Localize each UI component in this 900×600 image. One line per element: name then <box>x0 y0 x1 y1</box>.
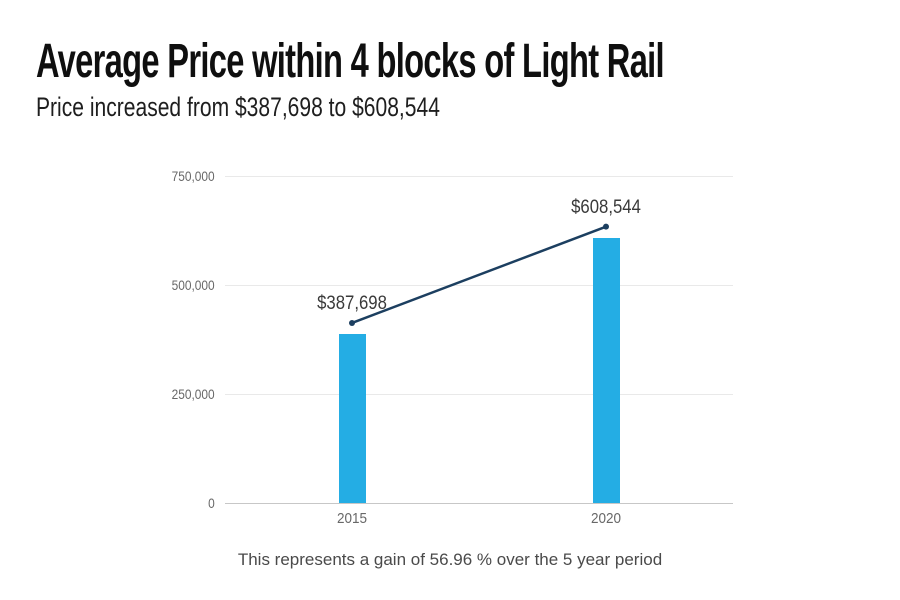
chart-subtitle: Price increased from $387,698 to $608,54… <box>36 92 440 122</box>
y-tick-label-750000: 750,000 <box>171 168 215 184</box>
x-tick-label-2020: 2020 <box>590 510 622 527</box>
footer-note: This represents a gain of 56.96 % over t… <box>237 550 663 569</box>
gridline-500000 <box>225 285 733 286</box>
gridline-250000 <box>225 394 733 395</box>
y-tick-label-250000: 250,000 <box>171 386 215 402</box>
trend-line-endpoint-marker-2015 <box>349 319 355 326</box>
trend-line-endpoint-marker-2020 <box>603 223 609 230</box>
y-tick-label-500000: 500,000 <box>171 277 215 293</box>
chart-title: Average Price within 4 blocks of Light R… <box>36 35 665 88</box>
value-label-2020: $608,544 <box>571 197 641 218</box>
gridline-750000 <box>225 176 733 177</box>
x-axis-line <box>225 503 733 504</box>
bar-2015 <box>338 334 366 503</box>
bar-2020 <box>592 238 620 503</box>
value-label-2015: $387,698 <box>317 293 387 314</box>
y-tick-label-0: 0 <box>208 495 215 511</box>
x-tick-label-2015: 2015 <box>336 510 368 527</box>
trend-line <box>351 225 607 325</box>
